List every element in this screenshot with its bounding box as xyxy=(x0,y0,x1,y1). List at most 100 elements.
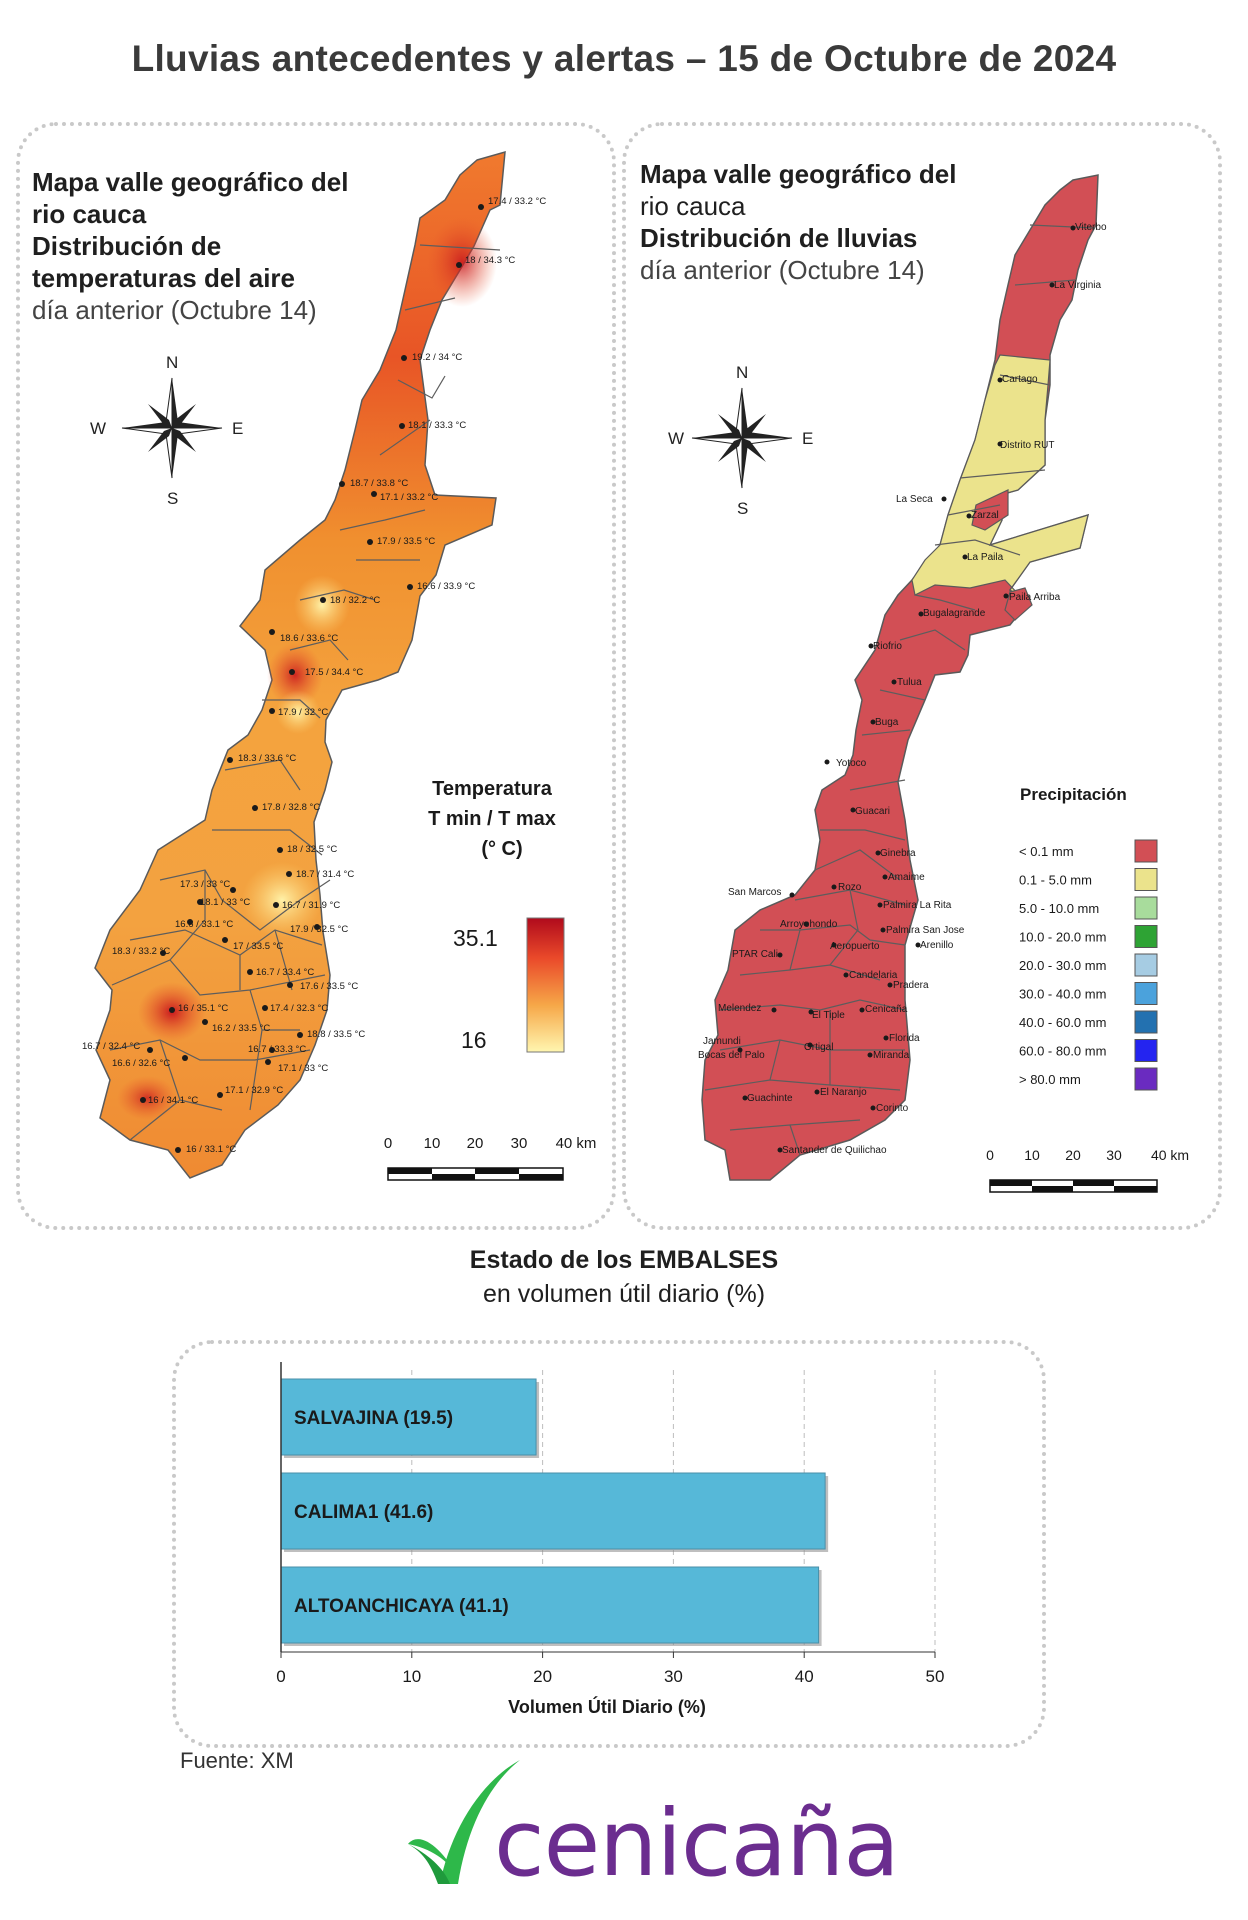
bar-label: CALIMA1 (41.6) xyxy=(294,1502,433,1523)
compass-s: S xyxy=(167,489,178,508)
rain-station-label: La Virginia xyxy=(1054,280,1102,291)
temp-title-line5: día anterior (Octubre 14) xyxy=(32,295,317,325)
rain-legend-swatch xyxy=(1134,953,1158,977)
temp-station-label: 16.7 / 32.4 °C xyxy=(82,1041,140,1052)
rain-station-label: Arenillo xyxy=(920,940,954,951)
scale-label: 10 xyxy=(1024,1147,1040,1163)
rainfall-map-title: Mapa valle geográfico del rio cauca Dist… xyxy=(640,158,956,286)
rain-station-label: Riofrio xyxy=(873,641,902,652)
compass-n: N xyxy=(736,363,748,382)
chart-x-axis: 0 10 20 30 40 50 xyxy=(276,1362,944,1686)
x-tick-label: 20 xyxy=(533,1667,552,1686)
rain-legend-label: 5.0 - 10.0 mm xyxy=(1019,901,1099,916)
rain-legend-label: > 80.0 mm xyxy=(1019,1072,1081,1087)
rain-legend-swatch xyxy=(1134,1067,1158,1091)
temperature-station-dots xyxy=(140,204,484,1153)
bar-label: SALVAJINA (19.5) xyxy=(294,1408,453,1429)
temp-station-label: 18.1 / 33 °C xyxy=(200,897,250,908)
rain-station-label: Arroyohondo xyxy=(780,919,838,930)
rain-station-label: Ginebra xyxy=(880,848,916,859)
chart-x-axis-label: Volumen Útil Diario (%) xyxy=(508,1696,706,1717)
rain-legend-label: 30.0 - 40.0 mm xyxy=(1019,987,1106,1002)
rain-station-label: La Paila xyxy=(967,552,1004,563)
temp-station-label: 19.2 / 34 °C xyxy=(412,352,462,363)
rain-title-line4: día anterior (Octubre 14) xyxy=(640,255,925,285)
rain-station-label: Tulua xyxy=(897,677,922,688)
temp-legend-min: 16 xyxy=(461,1027,487,1053)
rain-legend-title: Precipitación xyxy=(1020,785,1127,804)
temp-station-label: 18 / 32.5 °C xyxy=(287,844,337,855)
temp-station-label: 18 / 34.3 °C xyxy=(465,255,515,266)
rain-legend-swatch xyxy=(1134,925,1158,948)
rain-station-label: San Marcos xyxy=(728,887,781,898)
temp-station-label: 17.4 / 33.2 °C xyxy=(488,196,546,207)
cool-blob xyxy=(242,862,322,938)
rain-station-label: Pradera xyxy=(893,980,929,991)
compass-w: W xyxy=(90,419,106,438)
scale-label: 20 xyxy=(1065,1147,1081,1163)
rain-station-label: Bugalagrande xyxy=(923,608,986,619)
temp-legend-title-2: T min / T max xyxy=(428,808,556,830)
rain-legend-label: 40.0 - 60.0 mm xyxy=(1019,1015,1106,1030)
rain-station-label: Miranda xyxy=(873,1050,910,1061)
temp-station-label: 18.3 / 33.2 °C xyxy=(112,946,170,957)
x-tick-label: 10 xyxy=(402,1667,421,1686)
temp-station-label: 16 / 34.1 °C xyxy=(148,1095,198,1106)
scale-label: 0 xyxy=(384,1135,392,1152)
temp-legend-title-1: Temperatura xyxy=(432,778,553,800)
rain-station-label: El Tiple xyxy=(812,1010,845,1021)
temp-station-label: 16.6 / 32.6 °C xyxy=(112,1058,170,1069)
rain-station-label: Palmira San Jose xyxy=(886,925,965,936)
temp-station-label: 16.2 / 33.5 °C xyxy=(212,1023,270,1034)
temp-station-label: 16.7 / 33.4 °C xyxy=(256,967,314,978)
temp-station-label: 18 / 32.2 °C xyxy=(330,595,380,606)
temp-station-label: 17.9 / 33.5 °C xyxy=(377,536,435,547)
temp-station-label: 16.6 / 33.1 °C xyxy=(175,919,233,930)
temp-title-line4: temperaturas del aire xyxy=(32,263,296,293)
bar xyxy=(280,1378,537,1456)
page-title: Lluvias antecedentes y alertas – 15 de O… xyxy=(131,38,1117,79)
rain-station-label: Guacari xyxy=(855,806,890,817)
temp-legend-colorbar xyxy=(526,917,565,1053)
scale-label: 40 km xyxy=(1151,1147,1189,1163)
temp-station-label: 17.9 / 32 °C xyxy=(278,707,328,718)
scale-label: 40 km xyxy=(556,1135,597,1152)
rain-scale-bar: 0 10 20 30 40 km xyxy=(986,1147,1189,1193)
rain-station-label: Candelaria xyxy=(849,970,898,981)
rain-station-label: Melendez xyxy=(718,1003,761,1014)
chart-heading-line2: en volumen útil diario (%) xyxy=(482,1280,766,1308)
compass-s: S xyxy=(737,499,748,518)
rain-legend-swatch xyxy=(1134,982,1158,1005)
rain-station-label: Paila Arriba xyxy=(1009,592,1061,603)
x-tick-label: 0 xyxy=(276,1667,285,1686)
rainfall-zone-paila-arriba xyxy=(1004,587,1033,621)
compass-e: E xyxy=(802,429,813,448)
scale-label: 30 xyxy=(1106,1147,1122,1163)
rain-legend-swatch xyxy=(1134,839,1158,863)
rain-title-line1: Mapa valle geográfico del xyxy=(640,159,957,189)
temperature-map-cells xyxy=(109,244,501,1141)
scale-label: 0 xyxy=(986,1147,994,1163)
bar-label: ALTOANCHICAYA (41.1) xyxy=(294,1596,509,1617)
x-tick-label: 50 xyxy=(926,1667,945,1686)
compass-w: W xyxy=(668,429,684,448)
source-note: Fuente: XM xyxy=(180,1748,294,1773)
scale-label: 10 xyxy=(424,1135,441,1152)
rain-station-label: Aeropuerto xyxy=(830,941,880,952)
rain-station-label: Jamundi xyxy=(703,1036,741,1047)
rain-legend-label: 0.1 - 5.0 mm xyxy=(1019,873,1092,888)
temp-station-label: 18.7 / 33.8 °C xyxy=(350,478,408,489)
rain-station-label: Cenicaña xyxy=(865,1004,908,1015)
temp-station-label: 17.8 / 32.8 °C xyxy=(262,802,320,813)
rain-legend-label: 60.0 - 80.0 mm xyxy=(1019,1044,1106,1059)
rain-legend-swatch xyxy=(1134,1010,1158,1034)
cool-blob xyxy=(276,690,320,734)
rain-station-label: Rozo xyxy=(838,882,862,893)
bar xyxy=(280,1566,820,1644)
x-tick-label: 30 xyxy=(664,1667,683,1686)
temp-title-line3: Distribución de xyxy=(32,231,222,261)
reservoir-chart-panel xyxy=(172,1340,1046,1748)
rain-legend-label: < 0.1 mm xyxy=(1019,844,1074,859)
